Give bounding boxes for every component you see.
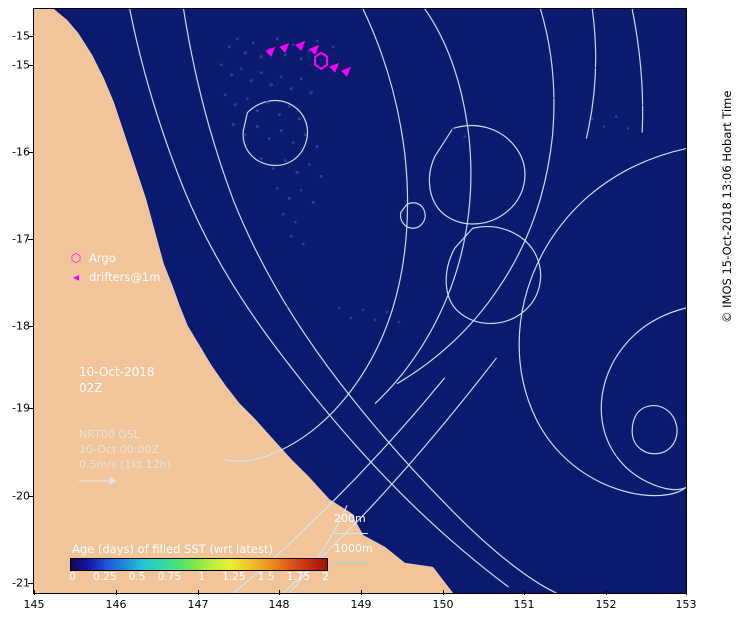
ytick--20: -20 (12, 489, 30, 503)
ytick--19: -19 (12, 401, 30, 415)
colorbar-block: Age (days) of filled SST (wrt latest) 0 … (69, 542, 329, 585)
xtick-mark-152 (606, 590, 607, 595)
bathymetry-contours (129, 9, 686, 593)
ytick-top: -15 (12, 29, 30, 43)
xtick-151: 151 (513, 598, 535, 611)
sst-age-speckle (219, 37, 630, 324)
colorbar-tick-1: 0.25 (93, 571, 117, 583)
ytick-mark--16 (28, 152, 33, 153)
imos-credit: © IMOS 15-Oct-2018 13:06 Hobart Time (720, 90, 734, 323)
ocean-polygon (53, 9, 686, 593)
bathy-label-1000m: 1000m (334, 542, 373, 555)
ytick-mark--18 (28, 326, 33, 327)
ytick-mark--20 (28, 496, 33, 497)
drifter-markers[interactable] (265, 40, 352, 77)
argo-hexagon-icon: ⬡ (70, 251, 82, 265)
ytick-mark--17 (28, 239, 33, 240)
product-info: NRT00 GSL 10-Oct 00:00Z 0.5m/s (1kt 12h) (79, 428, 171, 471)
ytick--16: -16 (12, 145, 30, 159)
legend-label-drifters: drifters@1m (89, 270, 161, 284)
xtick-146: 146 (105, 598, 127, 611)
colorbar-tick-8: 2 (322, 571, 329, 583)
xtick-152: 152 (595, 598, 617, 611)
xtick-mark-150 (443, 590, 444, 595)
colorbar-ticks: 0 0.25 0.5 0.75 1 1.25 1.5 1.75 2 (69, 571, 329, 585)
bathy-line-200m (334, 526, 424, 541)
ytick-mark--19 (28, 408, 33, 409)
bathy-swatch-1000m (334, 563, 368, 564)
bathy-label-200m: 200m (334, 512, 366, 525)
xtick-153: 153 (675, 598, 697, 611)
ytick--18: -18 (12, 319, 30, 333)
colorbar-tick-5: 1.25 (222, 571, 246, 583)
xtick-mark-148 (279, 590, 280, 595)
marker-legend: ⬡ Argo ◂ drifters@1m (69, 249, 161, 287)
colorbar-tick-2: 0.5 (128, 571, 146, 583)
credit-container: © IMOS 15-Oct-2018 13:06 Hobart Time (713, 0, 741, 634)
bathymetry-legend: 200m 1000m (334, 511, 424, 571)
ocean-and-coastline (53, 9, 686, 593)
colorbar-tick-6: 1.5 (257, 571, 275, 583)
colorbar-tick-4: 1 (198, 571, 205, 583)
ytick-mark-top (28, 36, 33, 37)
legend-row-drifters: ◂ drifters@1m (69, 268, 160, 287)
xtick-149: 149 (350, 598, 372, 611)
colorbar-tick-7: 1.75 (286, 571, 311, 583)
bathy-swatch-200m (334, 533, 368, 534)
argo-marker[interactable] (314, 51, 329, 70)
velocity-vectors (283, 34, 683, 553)
xtick-mark-153 (686, 590, 687, 595)
xtick-145: 145 (23, 598, 45, 611)
map-canvas[interactable]: ⬡ Argo ◂ drifters@1m 10-Oct-2018 02Z NRT… (33, 8, 687, 594)
ytick-mark--21 (28, 583, 33, 584)
bathy-row-200m: 200m (334, 511, 424, 526)
xtick-mark-149 (361, 590, 362, 595)
ytick--15: -15 (12, 58, 30, 72)
xtick-mark-151 (524, 590, 525, 595)
legend-row-argo: ⬡ Argo (69, 249, 160, 268)
drifter-triangle-icon: ◂ (72, 270, 80, 284)
ytick--21: -21 (12, 576, 30, 590)
colorbar-tick-0: 0 (69, 571, 76, 583)
map-timestamp: 10-Oct-2018 02Z (79, 365, 155, 395)
bathy-line-1000m (334, 556, 424, 571)
xtick-mark-145 (34, 590, 35, 595)
xtick-mark-147 (198, 590, 199, 595)
xtick-150: 150 (432, 598, 454, 611)
ytick--17: -17 (12, 232, 30, 246)
xtick-mark-146 (116, 590, 117, 595)
xtick-147: 147 (187, 598, 209, 611)
colorbar-gradient (70, 558, 328, 571)
legend-label-argo: Argo (89, 251, 116, 265)
velocity-scale-arrow (79, 472, 119, 485)
ytick-mark--15 (28, 65, 33, 66)
bathy-row-1000m: 1000m (334, 541, 424, 556)
coastline (65, 18, 453, 593)
colorbar-tick-3: 0.75 (157, 571, 182, 583)
colorbar-title: Age (days) of filled SST (wrt latest) (72, 542, 273, 556)
xtick-148: 148 (268, 598, 290, 611)
